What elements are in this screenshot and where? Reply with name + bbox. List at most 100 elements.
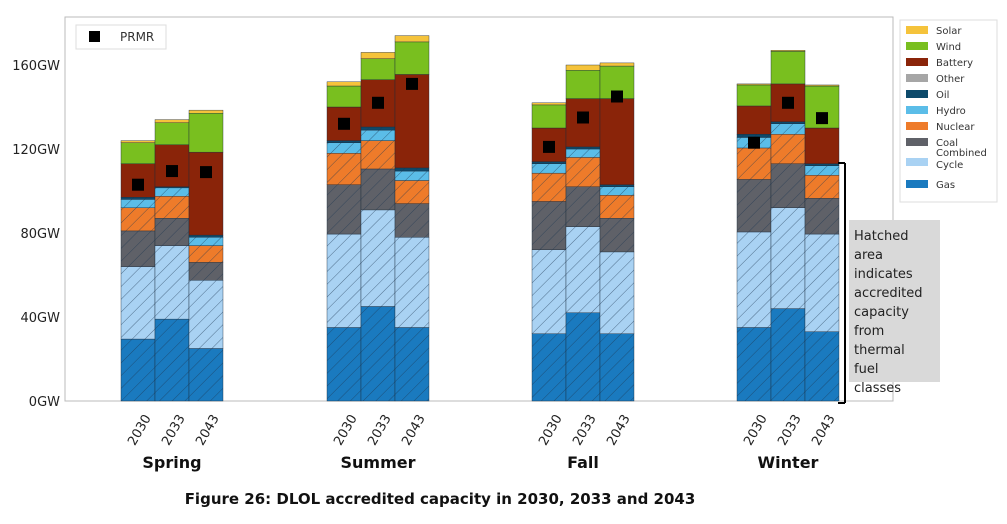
- hatch-overlay: [395, 203, 429, 238]
- hatch-overlay: [566, 146, 600, 149]
- hatch-overlay: [189, 245, 223, 263]
- bar-segment-solar: [326, 81, 362, 87]
- hatch-overlay: [737, 179, 771, 232]
- hatch-overlay: [805, 175, 839, 199]
- hatch-overlay: [805, 198, 839, 235]
- hatch-overlay: [361, 126, 395, 131]
- hatch-overlay: [600, 186, 634, 196]
- prmr-marker: [166, 165, 178, 178]
- x-tick-label: 2030: [741, 412, 771, 448]
- bar-segment-solar: [736, 83, 772, 86]
- bar-segment-wind: [360, 58, 396, 80]
- x-tick-label: 2033: [570, 412, 600, 448]
- hatch-overlay: [327, 153, 361, 185]
- hatch-overlay: [121, 199, 155, 208]
- hatch-overlay: [566, 149, 600, 158]
- bar-segment-wind: [531, 104, 567, 129]
- legend-label: Other: [936, 74, 965, 85]
- hatch-overlay: [327, 140, 361, 143]
- hatch-overlay: [121, 207, 155, 231]
- hatch-overlay: [532, 249, 566, 334]
- hatch-overlay: [805, 234, 839, 332]
- bar-segment-wind: [188, 113, 224, 153]
- y-tick-label: 0GW: [29, 395, 60, 410]
- prmr-marker: [132, 178, 144, 191]
- prmr-marker: [577, 111, 589, 124]
- hatch-overlay: [361, 130, 395, 141]
- bar-segment-solar: [804, 84, 840, 87]
- legend-swatch: [906, 42, 928, 50]
- hatch-overlay: [805, 331, 839, 401]
- bar-segment-wind: [770, 51, 806, 85]
- prmr-marker: [816, 112, 828, 125]
- y-tick-label: 40GW: [21, 311, 61, 326]
- hatch-overlay: [532, 163, 566, 174]
- plot-frame: [64, 16, 894, 402]
- bar-segment-solar: [154, 119, 190, 123]
- y-tick-label: 120GW: [12, 143, 60, 158]
- hatch-overlay: [189, 235, 223, 238]
- bar-segment-battery: [188, 151, 224, 236]
- x-tick-label: 2030: [536, 412, 566, 448]
- bar-segment-wind: [736, 84, 772, 107]
- group-label: Spring: [142, 453, 201, 472]
- legend-swatch: [906, 158, 928, 166]
- legend: Solar Wind Battery Other Oil Hydro Nuclear Coal…: [899, 19, 998, 203]
- annotation: Hatched area indicates accredited capacity fr…: [838, 162, 940, 404]
- legend-swatch: [906, 180, 928, 188]
- prmr-legend: PRMR: [75, 24, 167, 50]
- hatch-overlay: [600, 195, 634, 219]
- prmr-legend-label: PRMR: [120, 30, 154, 44]
- x-tick-label: 2043: [399, 412, 429, 448]
- bar-segment-battery: [804, 127, 840, 164]
- legend-swatch: [906, 58, 928, 66]
- hatch-overlay: [189, 262, 223, 281]
- prmr-marker: [338, 117, 350, 130]
- hatch-overlay: [189, 237, 223, 246]
- x-tick-label: 2033: [365, 412, 395, 448]
- figure-caption: Figure 26: DLOL accredited capacity in 2…: [185, 490, 696, 508]
- legend-swatch: [906, 26, 928, 34]
- hatch-overlay: [395, 180, 429, 204]
- hatch-overlay: [121, 339, 155, 401]
- bar-segment-battery: [394, 74, 430, 169]
- legend-swatch: [906, 74, 928, 82]
- group-label: Summer: [341, 453, 416, 472]
- legend-label: Coal: [936, 138, 958, 149]
- legend-swatch: [906, 138, 928, 146]
- annotation-text: Hatched area indicates accredited capacity fr…: [854, 229, 923, 396]
- hatch-overlay: [737, 134, 771, 138]
- annotation-box: [849, 220, 940, 382]
- hatch-overlay: [771, 308, 805, 401]
- bar-segment-wind: [154, 122, 190, 145]
- prmr-legend-marker: [89, 31, 100, 42]
- hatch-overlay: [805, 163, 839, 166]
- bar-segment-solar: [188, 109, 224, 114]
- hatch-overlay: [771, 123, 805, 135]
- bar-segment-wind: [120, 142, 156, 164]
- bar-segment-wind: [599, 65, 635, 99]
- hatch-overlay: [361, 306, 395, 401]
- hatch-overlay: [155, 319, 189, 401]
- hatch-overlay: [327, 142, 361, 154]
- legend-label: Nuclear: [936, 122, 975, 133]
- legend-swatch: [906, 90, 928, 98]
- hatch-overlay: [600, 251, 634, 334]
- legend-label: Hydro: [936, 106, 966, 117]
- prmr-marker: [543, 140, 555, 153]
- bar-segment-solar: [120, 140, 156, 143]
- hatch-overlay: [327, 327, 361, 401]
- prmr-marker: [200, 166, 212, 179]
- legend-label: Battery: [936, 58, 973, 69]
- hatch-overlay: [771, 121, 805, 124]
- bar-segment-wind: [394, 41, 430, 75]
- hatch-overlay: [771, 163, 805, 208]
- hatch-overlay: [395, 167, 429, 172]
- hatch-overlay: [600, 184, 634, 187]
- hatch-overlay: [361, 168, 395, 210]
- bar-segment-solar: [360, 52, 396, 59]
- hatch-overlay: [566, 312, 600, 401]
- hatch-overlay: [566, 157, 600, 187]
- x-tick-label: 2033: [159, 412, 189, 448]
